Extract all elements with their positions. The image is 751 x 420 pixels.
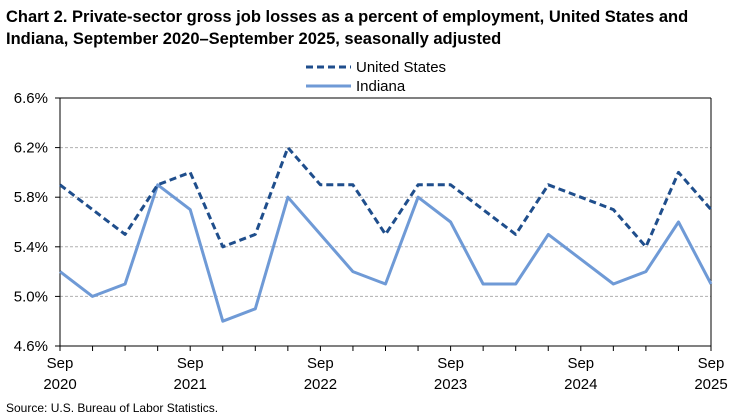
legend: United States Indiana (306, 59, 446, 95)
y-tick-label: 6.6% (14, 90, 48, 107)
gridlines (60, 147, 711, 297)
x-axis-tick-labels: Sep 2020 Sep 2021 Sep 2022 Sep 2023 Sep 2024 Sep 20… (43, 355, 727, 393)
source-note: Source: U.S. Bureau of Labor Statistics. (6, 401, 219, 415)
x-tick-label-year: 2020 (43, 376, 76, 393)
x-tick-label-year: 2021 (174, 376, 207, 393)
series-lines (59, 146, 713, 323)
y-tick-label: 5.0% (14, 288, 48, 305)
x-tick-label-month: Sep (177, 355, 204, 372)
x-tick-label-year: 2024 (564, 376, 597, 393)
x-tick-label-year: 2025 (694, 376, 727, 393)
y-axis-tick-labels: 4.6% 5.0% 5.4% 5.8% 6.2% 6.6% (14, 90, 48, 355)
x-tick-label-month: Sep (567, 355, 594, 372)
x-tick-label-month: Sep (47, 355, 74, 372)
y-tick-label: 5.8% (14, 189, 48, 206)
y-tick-label: 6.2% (14, 140, 48, 157)
legend-label: United States (356, 59, 446, 76)
series-line-indiana (59, 183, 713, 323)
axes (55, 97, 712, 351)
x-tick-label-month: Sep (307, 355, 334, 372)
x-tick-label-year: 2022 (304, 376, 337, 393)
y-tick-label: 4.6% (14, 338, 48, 355)
chart-title: Chart 2. Private-sector gross job losses… (6, 8, 689, 48)
x-tick-label-month: Sep (698, 355, 725, 372)
x-tick-label-month: Sep (437, 355, 464, 372)
y-tick-label: 5.4% (14, 239, 48, 256)
legend-label: Indiana (356, 78, 406, 95)
x-tick-label-year: 2023 (434, 376, 467, 393)
series-line-united-states (59, 146, 713, 249)
